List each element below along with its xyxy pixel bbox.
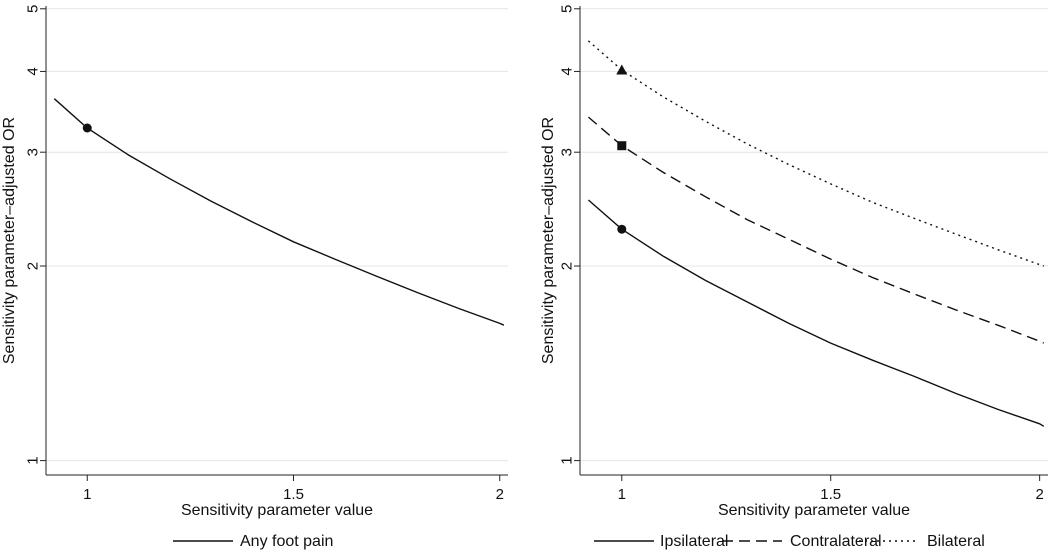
x-axis-title: Sensitivity parameter value	[181, 502, 373, 519]
marker-bilateral	[616, 64, 628, 75]
y-tick-label: 3	[25, 148, 42, 156]
legend-label: Contralateral	[790, 533, 882, 550]
y-tick-label: 4	[559, 67, 576, 75]
marker-ipsilateral	[617, 224, 627, 234]
x-axis-title: Sensitivity parameter value	[718, 502, 910, 519]
y-tick-label: 2	[559, 262, 576, 270]
marker-contralateral	[617, 141, 627, 151]
x-tick-label: 1.5	[283, 486, 304, 503]
series-line-ipsilateral	[587, 199, 1045, 427]
panel-1: 1 2 3 4 5 1 1.5 2 Sensitivity parameter value Sen…	[1, 5, 508, 550]
y-tick-label: 4	[25, 67, 42, 75]
x-tick-label: 2	[496, 486, 504, 503]
legend-label: Ipsilateral	[660, 533, 728, 550]
y-axis-title: Sensitivity parameter–adjusted OR	[540, 117, 557, 364]
legend-label: Bilateral	[927, 533, 985, 550]
x-tick-label: 1.5	[820, 486, 841, 503]
marker-any-foot-pain	[82, 123, 92, 133]
series-line-any-foot-pain	[53, 98, 505, 326]
x-tick-label: 2	[1035, 486, 1043, 503]
y-tick-label: 5	[25, 5, 42, 13]
y-tick-label: 5	[559, 5, 576, 13]
legend-label: Any foot pain	[240, 533, 333, 550]
y-tick-label: 2	[25, 262, 42, 270]
x-tick-label: 1	[618, 486, 626, 503]
x-tick-label: 1	[83, 486, 91, 503]
y-tick-label: 1	[25, 456, 42, 464]
y-axis-title: Sensitivity parameter–adjusted OR	[1, 117, 18, 364]
series-line-contralateral	[587, 116, 1045, 344]
y-tick-label: 1	[559, 456, 576, 464]
panel-2: 1 2 3 4 5 1 1.5 2 Sensitivity parameter value Sen…	[540, 5, 1048, 550]
series-line-bilateral	[587, 40, 1045, 267]
y-tick-label: 3	[559, 148, 576, 156]
